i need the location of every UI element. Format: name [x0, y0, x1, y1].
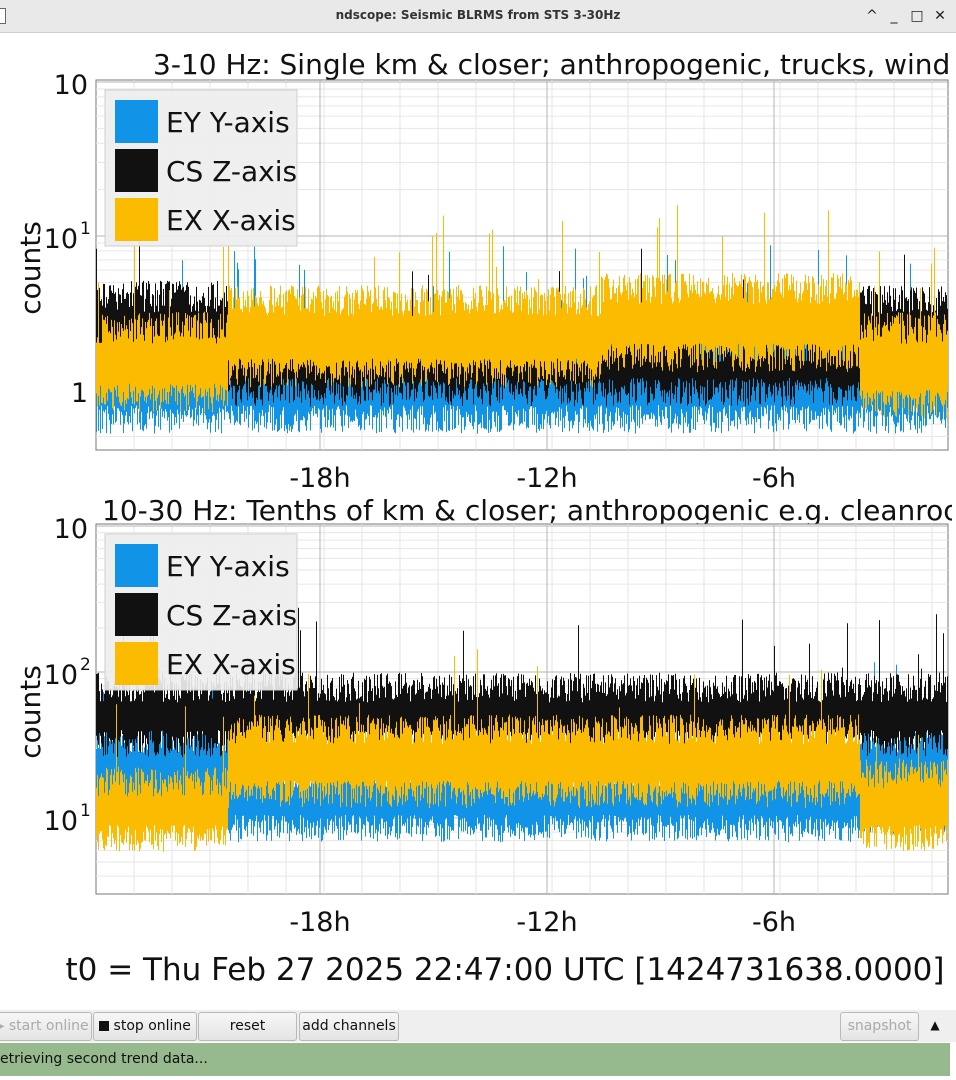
legend-label: CS Z-axis [166, 155, 297, 188]
trace-cs [96, 607, 948, 758]
y-tick-label: 10 [44, 660, 78, 691]
toolbar: ▸ start online stop online reset add cha… [0, 1010, 956, 1042]
collapse-arrow-icon[interactable]: ▲ [930, 1018, 940, 1032]
start-online-button[interactable]: ▸ start online [0, 1012, 92, 1041]
y-tick-exponent: 2 [80, 655, 91, 675]
legend-swatch [115, 544, 158, 587]
legend-swatch [115, 149, 158, 192]
t0-label: t0 = Thu Feb 27 2025 22:47:00 UTC [14247… [65, 952, 945, 988]
legend-swatch [115, 642, 158, 685]
window-title: ndscope: Seismic BLRMS from STS 3-30Hz [335, 8, 621, 22]
shade-window-button[interactable]: ^ [866, 8, 878, 24]
y-tick-exponent: 1 [80, 801, 91, 821]
trace-ex [96, 205, 948, 419]
app-icon [0, 8, 6, 24]
legend-swatch [115, 593, 158, 636]
x-tick-label: -18h [289, 463, 350, 494]
y-tick-label: 1 [71, 378, 88, 409]
legend-label: EX X-axis [166, 204, 296, 237]
legend-label: EY Y-axis [166, 550, 290, 583]
legend[interactable]: EY Y-axis CS Z-axis EX X-axis [104, 533, 298, 691]
trace-ex [96, 649, 948, 852]
traces [96, 205, 948, 434]
plot-area[interactable] [95, 523, 949, 895]
x-tick-label: -12h [516, 907, 577, 938]
stop-online-button[interactable]: stop online [93, 1012, 197, 1041]
legend-swatch [115, 100, 158, 143]
status-bar: etrieving second trend data... [0, 1043, 950, 1076]
y-tick-exponent: 1 [80, 219, 91, 239]
x-tick-label: -18h [289, 907, 350, 938]
close-window-button[interactable]: ✕ [934, 8, 946, 24]
snapshot-button[interactable]: snapshot [840, 1012, 919, 1041]
y-tick-label: 10 [44, 806, 78, 837]
x-tick-label: -12h [516, 463, 577, 494]
legend-swatch [115, 198, 158, 241]
y-tick-label: 10 [44, 224, 78, 255]
traces [96, 607, 948, 852]
y-axis-label: counts [14, 665, 47, 759]
start-online-label: start online [8, 1018, 89, 1034]
legend[interactable]: EY Y-axis CS Z-axis EX X-axis [104, 89, 298, 247]
reset-button[interactable]: reset [198, 1012, 297, 1041]
plot-2-title: 10-30 Hz: Tenths of km & closer; anthrop… [102, 494, 952, 527]
x-tick-label: -6h [752, 463, 796, 494]
y-tick-label: 10 [54, 516, 88, 545]
legend-label: EY Y-axis [166, 106, 290, 139]
plot-1-title: 3-10 Hz: Single km & closer; anthropogen… [153, 48, 951, 81]
legend-label: EX X-axis [166, 648, 296, 681]
x-tick-label: -6h [752, 907, 796, 938]
stop-online-label: stop online [113, 1018, 191, 1034]
y-axis-label: counts [14, 221, 47, 315]
minimize-window-button[interactable]: _ [890, 8, 898, 24]
maximize-window-button[interactable]: □ [910, 8, 924, 24]
stop-icon [99, 1021, 110, 1031]
add-channels-button[interactable]: add channels [299, 1012, 399, 1041]
legend-label: CS Z-axis [166, 599, 297, 632]
window-titlebar: ndscope: Seismic BLRMS from STS 3-30Hz ^… [0, 0, 956, 33]
y-tick-label: 10 [54, 72, 88, 101]
